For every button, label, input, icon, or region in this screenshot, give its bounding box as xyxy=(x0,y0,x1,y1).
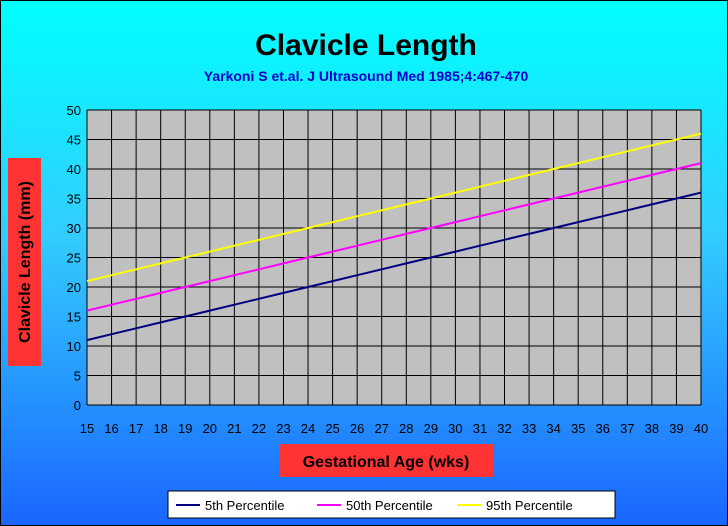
x-tick-label: 16 xyxy=(104,421,118,436)
x-tick-label: 33 xyxy=(522,421,536,436)
x-tick-label: 38 xyxy=(645,421,659,436)
x-tick-label: 26 xyxy=(350,421,364,436)
y-tick-label: 0 xyxy=(74,398,81,413)
x-tick-label: 27 xyxy=(374,421,388,436)
y-tick-label: 10 xyxy=(67,339,81,354)
series-line-1 xyxy=(86,191,702,342)
y-tick-label: 45 xyxy=(67,133,81,148)
x-tick-label: 18 xyxy=(153,421,167,436)
x-tick-label: 32 xyxy=(497,421,511,436)
x-tick-label: 34 xyxy=(546,421,560,436)
series-lines xyxy=(86,132,702,342)
legend-items: 5th Percentile 50th Percentile 95th Percen… xyxy=(176,498,573,513)
y-tick-label: 20 xyxy=(67,280,81,295)
x-tick-label: 40 xyxy=(694,421,708,436)
y-tick-label: 25 xyxy=(67,251,81,266)
x-tick-label: 23 xyxy=(276,421,290,436)
y-tick-label: 5 xyxy=(74,369,81,384)
x-tick-label: 31 xyxy=(473,421,487,436)
x-tick-label: 19 xyxy=(178,421,192,436)
y-axis-ticks: 0 5 10 15 20 25 30 35 40 45 50 xyxy=(67,103,81,413)
x-tick-label: 39 xyxy=(669,421,683,436)
legend-label: 95th Percentile xyxy=(486,498,573,513)
x-tick-label: 35 xyxy=(571,421,585,436)
y-tick-label: 40 xyxy=(67,162,81,177)
x-tick-label: 15 xyxy=(80,421,94,436)
x-axis-ticks: 15 16 17 18 19 20 21 22 23 24 25 26 27 28 29 30 31 32 33 34… xyxy=(80,421,708,436)
series-line-2 xyxy=(86,162,702,312)
legend xyxy=(167,490,616,519)
chart-subtitle: Yarkoni S et.al. J Ultrasound Med 1985;4… xyxy=(204,68,529,84)
x-tick-label: 28 xyxy=(399,421,413,436)
x-tick-label: 24 xyxy=(301,421,315,436)
y-tick-label: 15 xyxy=(67,310,81,325)
x-tick-label: 21 xyxy=(227,421,241,436)
x-axis-label-box xyxy=(279,444,493,477)
x-tick-label: 20 xyxy=(203,421,217,436)
x-tick-label: 29 xyxy=(424,421,438,436)
x-tick-label: 30 xyxy=(448,421,462,436)
y-axis-label-box xyxy=(8,158,41,366)
legend-label: 5th Percentile xyxy=(205,498,285,513)
y-tick-label: 30 xyxy=(67,221,81,236)
x-tick-label: 37 xyxy=(620,421,634,436)
legend-label: 50th Percentile xyxy=(346,498,433,513)
chart-title: Clavicle Length xyxy=(255,29,477,62)
x-tick-label: 17 xyxy=(129,421,143,436)
x-axis-label: Gestational Age (wks) xyxy=(303,454,470,471)
y-tick-label: 50 xyxy=(67,103,81,118)
x-tick-label: 25 xyxy=(325,421,339,436)
y-tick-label: 35 xyxy=(67,192,81,207)
x-tick-label: 36 xyxy=(596,421,610,436)
x-tick-label: 22 xyxy=(252,421,266,436)
y-axis-label: Clavicle Length (mm) xyxy=(17,181,34,343)
series-line-3 xyxy=(86,132,702,283)
